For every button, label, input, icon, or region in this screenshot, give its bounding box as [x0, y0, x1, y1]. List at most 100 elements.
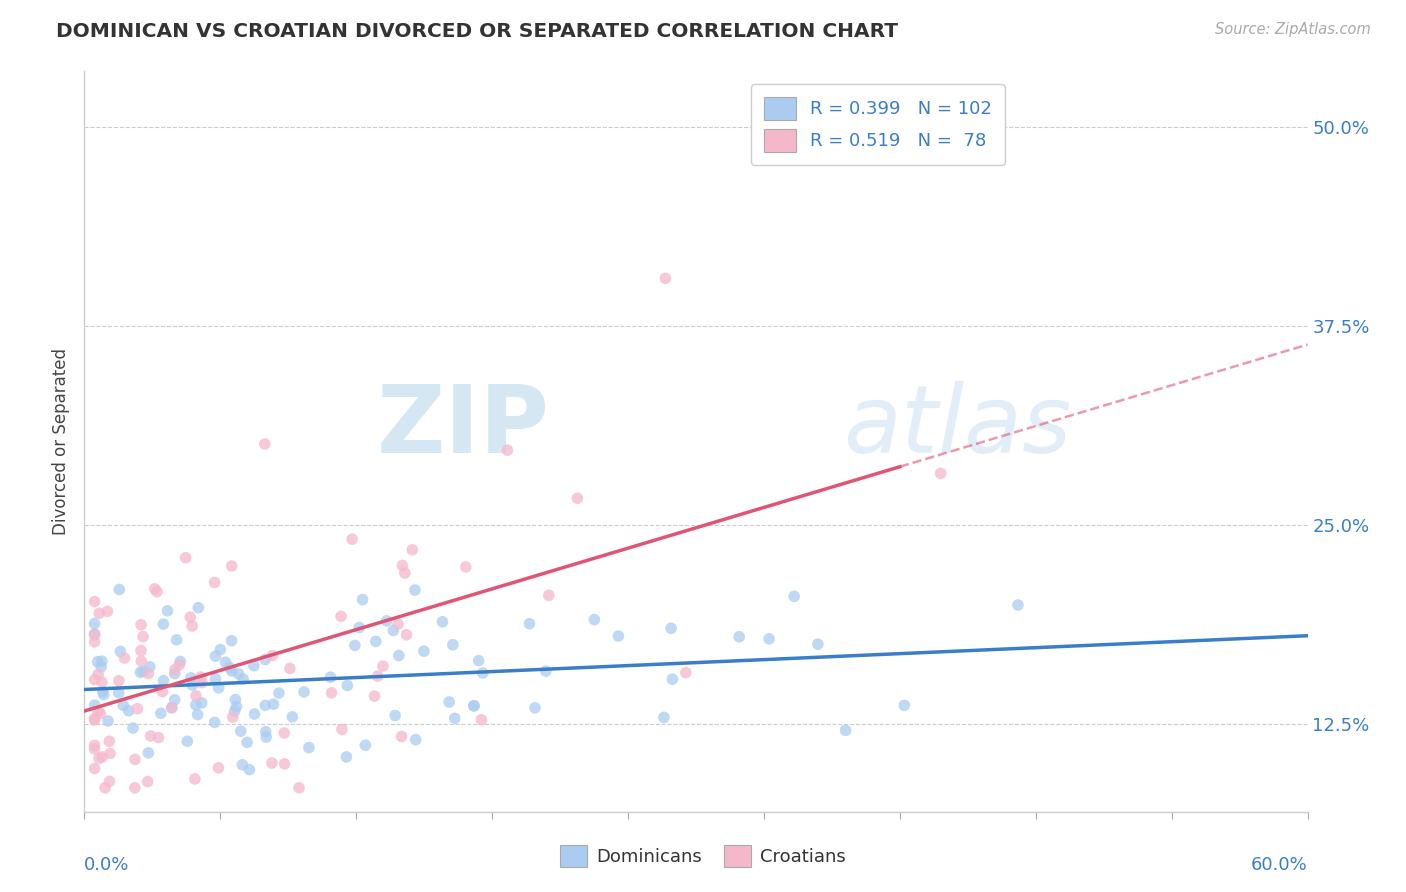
Point	[404, 582, 426, 597]
Point	[149, 706, 172, 721]
Point	[124, 780, 146, 795]
Point	[262, 648, 284, 663]
Point	[83, 739, 105, 753]
Point	[254, 724, 277, 739]
Point	[254, 698, 277, 713]
Point	[169, 655, 191, 669]
Point	[90, 675, 112, 690]
Point	[352, 592, 374, 607]
Point	[110, 644, 132, 658]
Point	[169, 657, 191, 672]
Point	[384, 708, 406, 723]
Point	[124, 752, 146, 766]
Point	[160, 701, 183, 715]
Point	[132, 630, 155, 644]
Point	[174, 550, 197, 565]
Point	[224, 704, 246, 718]
Point	[191, 675, 214, 690]
Point	[190, 696, 212, 710]
Point	[83, 713, 105, 727]
Point	[152, 684, 174, 698]
Point	[89, 607, 111, 621]
Point	[163, 693, 186, 707]
Point	[83, 627, 105, 641]
Point	[83, 712, 105, 726]
Point	[204, 672, 226, 686]
Point	[443, 711, 465, 725]
Point	[391, 558, 413, 573]
Point	[160, 700, 183, 714]
Point	[207, 681, 229, 695]
Point	[652, 710, 675, 724]
Point	[146, 584, 169, 599]
Point	[363, 689, 385, 703]
Point	[243, 706, 266, 721]
Point	[236, 735, 259, 749]
Point	[83, 673, 105, 687]
Point	[238, 763, 260, 777]
Point	[834, 723, 856, 738]
Point	[292, 685, 315, 699]
Point	[87, 667, 110, 681]
Point	[583, 613, 606, 627]
Point	[336, 679, 359, 693]
Point	[204, 649, 226, 664]
Point	[661, 672, 683, 686]
Point	[537, 588, 560, 602]
Point	[519, 616, 541, 631]
Point	[204, 715, 226, 730]
Point	[112, 698, 135, 713]
Point	[467, 654, 489, 668]
Point	[496, 443, 519, 458]
Point	[260, 756, 283, 770]
Point	[298, 740, 321, 755]
Point	[375, 614, 398, 628]
Point	[225, 699, 247, 714]
Point	[1007, 598, 1029, 612]
Point	[330, 723, 353, 737]
Point	[263, 697, 285, 711]
Point	[187, 600, 209, 615]
Point	[87, 751, 110, 765]
Point	[929, 467, 952, 481]
Point	[122, 721, 145, 735]
Point	[395, 628, 418, 642]
Point	[343, 639, 366, 653]
Point	[229, 724, 252, 739]
Point	[176, 734, 198, 748]
Point	[228, 667, 250, 681]
Point	[207, 761, 229, 775]
Point	[382, 624, 405, 638]
Point	[184, 698, 207, 712]
Point	[401, 542, 423, 557]
Point	[319, 670, 342, 684]
Point	[432, 615, 454, 629]
Point	[463, 698, 485, 713]
Point	[807, 637, 830, 651]
Point	[97, 714, 120, 728]
Point	[758, 632, 780, 646]
Point	[243, 658, 266, 673]
Point	[470, 713, 492, 727]
Point	[364, 634, 387, 648]
Point	[129, 617, 152, 632]
Point	[367, 669, 389, 683]
Point	[138, 666, 160, 681]
Point	[181, 619, 204, 633]
Point	[218, 660, 240, 674]
Point	[607, 629, 630, 643]
Point	[83, 742, 105, 756]
Point	[224, 692, 246, 706]
Point	[405, 732, 427, 747]
Point	[179, 610, 201, 624]
Point	[413, 644, 436, 658]
Point	[567, 491, 589, 506]
Point	[893, 698, 915, 713]
Point	[156, 604, 179, 618]
Point	[117, 704, 139, 718]
Point	[108, 582, 131, 597]
Point	[90, 660, 112, 674]
Text: DOMINICAN VS CROATIAN DIVORCED OR SEPARATED CORRELATION CHART: DOMINICAN VS CROATIAN DIVORCED OR SEPARA…	[56, 22, 898, 41]
Legend: Dominicans, Croatians: Dominicans, Croatians	[553, 838, 853, 874]
Legend: R = 0.399   N = 102, R = 0.519   N =  78: R = 0.399 N = 102, R = 0.519 N = 78	[751, 84, 1005, 165]
